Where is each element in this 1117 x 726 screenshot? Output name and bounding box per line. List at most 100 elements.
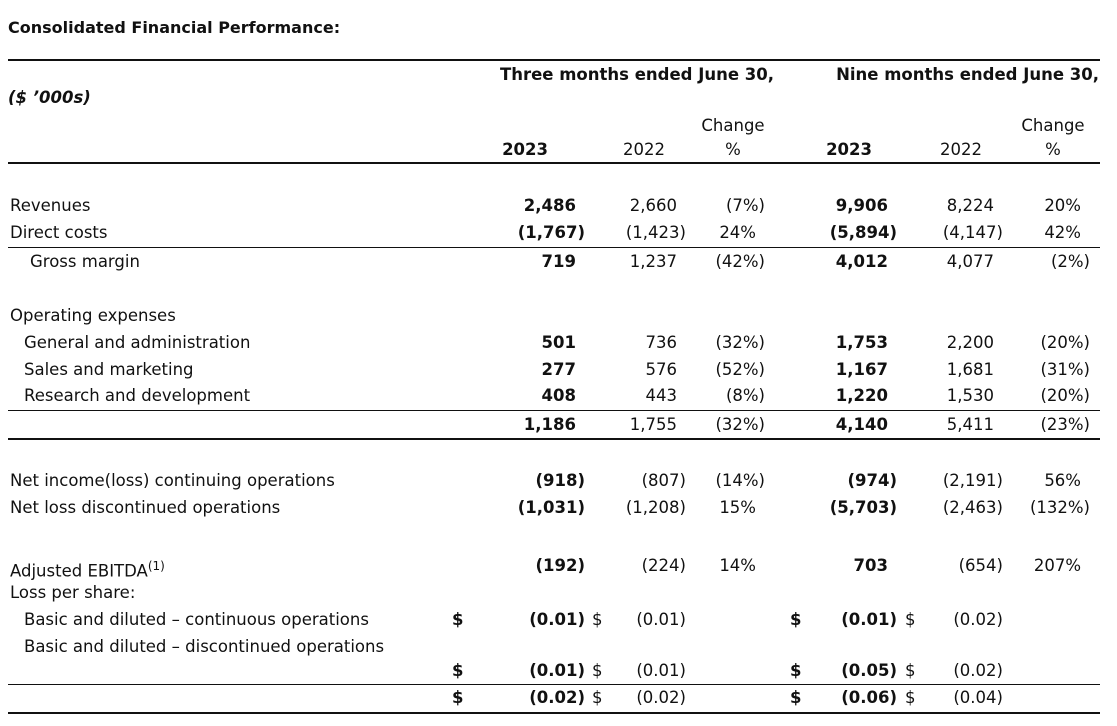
cell-value: 1,167 xyxy=(835,360,888,379)
row-label: Net loss discontinued operations xyxy=(10,498,281,517)
cell-value: 15% xyxy=(719,498,756,517)
cell-value: (7%) xyxy=(725,196,765,215)
cell-value: 719 xyxy=(541,252,576,271)
cell-value: 443 xyxy=(645,386,678,405)
rule xyxy=(8,59,1100,61)
dollar-sign: $ xyxy=(592,610,603,629)
row-label: Sales and marketing xyxy=(24,360,194,379)
period-heading: Nine months ended June 30, xyxy=(836,65,1099,84)
cell-value: 576 xyxy=(645,360,678,379)
cell-value: (974) xyxy=(847,471,897,490)
cell-value: (4,147) xyxy=(942,223,1003,242)
dollar-sign: $ xyxy=(452,661,464,680)
cell-value: 1,237 xyxy=(629,252,677,271)
cell-value: (5,703) xyxy=(829,498,897,517)
cell-value: (0.02) xyxy=(636,688,686,707)
year-header: 2023 xyxy=(502,140,548,159)
row-label: Basic and diluted – discontinued operati… xyxy=(24,637,385,656)
cell-value: (0.06) xyxy=(841,688,897,707)
cell-value: (807) xyxy=(641,471,686,490)
cell-value: 703 xyxy=(853,556,888,575)
cell-value: 1,220 xyxy=(835,386,888,405)
cell-value: (31%) xyxy=(1040,360,1090,379)
cell-value: 736 xyxy=(645,333,678,352)
cell-value: (14%) xyxy=(715,471,765,490)
rule xyxy=(8,247,1100,248)
cell-value: 277 xyxy=(541,360,576,379)
rule xyxy=(8,410,1100,411)
year-header: 2023 xyxy=(826,140,872,159)
cell-value: (52%) xyxy=(715,360,765,379)
period-heading: Three months ended June 30, xyxy=(499,65,774,84)
cell-value: (654) xyxy=(958,556,1003,575)
cell-value: (1,031) xyxy=(517,498,585,517)
cell-value: 2,660 xyxy=(629,196,677,215)
rule xyxy=(8,684,1100,685)
cell-value: (5,894) xyxy=(829,223,897,242)
dollar-sign: $ xyxy=(905,610,916,629)
cell-value: (0.01) xyxy=(636,661,686,680)
row-label: Direct costs xyxy=(10,223,108,242)
cell-value: 4,012 xyxy=(835,252,888,271)
cell-value: (20%) xyxy=(1040,333,1090,352)
cell-value: 207% xyxy=(1033,556,1081,575)
row-label: Adjusted EBITDA(1) xyxy=(10,559,165,581)
dollar-sign: $ xyxy=(452,610,464,629)
cell-value: 9,906 xyxy=(835,196,888,215)
cell-value: 8,224 xyxy=(946,196,994,215)
cell-value: 5,411 xyxy=(946,415,994,434)
cell-value: (0.01) xyxy=(529,610,585,629)
dollar-sign: $ xyxy=(790,688,802,707)
cell-value: (0.04) xyxy=(953,688,1003,707)
rule xyxy=(8,712,1100,714)
row-label: Loss per share: xyxy=(10,583,136,602)
cell-value: (0.05) xyxy=(841,661,897,680)
row-label: Net income(loss) continuing operations xyxy=(10,471,335,490)
cell-value: (132%) xyxy=(1029,498,1090,517)
dollar-sign: $ xyxy=(592,661,603,680)
cell-value: 4,140 xyxy=(835,415,888,434)
cell-value: (1,423) xyxy=(625,223,686,242)
row-label: Operating expenses xyxy=(10,306,176,325)
year-header: 2022 xyxy=(940,140,982,159)
cell-value: 1,186 xyxy=(523,415,576,434)
cell-value: 408 xyxy=(541,386,576,405)
footnote-marker: (1) xyxy=(147,559,165,573)
dollar-sign: $ xyxy=(790,661,802,680)
dollar-sign: $ xyxy=(790,610,802,629)
cell-value: (0.01) xyxy=(841,610,897,629)
cell-value: 1,753 xyxy=(835,333,888,352)
cell-value: (0.01) xyxy=(529,661,585,680)
cell-value: 4,077 xyxy=(946,252,994,271)
row-label: General and administration xyxy=(24,333,251,352)
cell-value: (32%) xyxy=(715,415,765,434)
unit-label: ($ ’000s) xyxy=(8,88,91,107)
cell-value: (2,191) xyxy=(942,471,1003,490)
cell-value: 42% xyxy=(1044,223,1081,242)
cell-value: 24% xyxy=(719,223,756,242)
cell-value: 2,486 xyxy=(523,196,576,215)
title: Consolidated Financial Performance: xyxy=(8,18,341,37)
cell-value: 1,530 xyxy=(946,386,994,405)
cell-value: (42%) xyxy=(715,252,765,271)
cell-value: 14% xyxy=(719,556,756,575)
cell-value: (2,463) xyxy=(942,498,1003,517)
cell-value: 501 xyxy=(541,333,576,352)
rule xyxy=(8,162,1100,164)
row-label: Research and development xyxy=(24,386,251,405)
dollar-sign: $ xyxy=(592,688,603,707)
dollar-sign: $ xyxy=(905,688,916,707)
row-label: Basic and diluted – continuous operation… xyxy=(24,610,369,629)
cell-value: (1,767) xyxy=(517,223,585,242)
cell-value: (224) xyxy=(641,556,686,575)
row-label: Revenues xyxy=(10,196,91,215)
cell-value: 56% xyxy=(1044,471,1081,490)
cell-value: (32%) xyxy=(715,333,765,352)
cell-value: (0.02) xyxy=(953,610,1003,629)
cell-value: (918) xyxy=(535,471,585,490)
row-label: Gross margin xyxy=(30,252,140,271)
cell-value: (23%) xyxy=(1040,415,1090,434)
dollar-sign: $ xyxy=(452,688,464,707)
year-header: 2022 xyxy=(623,140,665,159)
